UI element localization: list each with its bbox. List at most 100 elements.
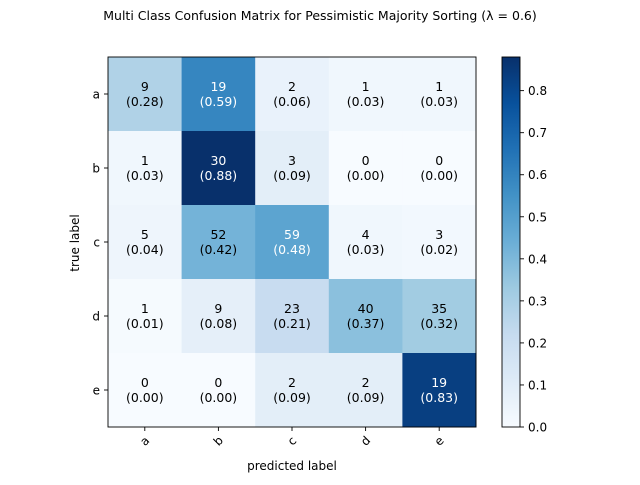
cell-count-label: 30	[210, 153, 226, 168]
heatmap-cells: 9(0.28)19(0.59)2(0.06)1(0.03)1(0.03)1(0.…	[108, 57, 477, 428]
heatmap-cell	[255, 205, 330, 280]
cell-normalized-label: (0.03)	[126, 168, 164, 183]
y-tick-label: e	[93, 384, 100, 398]
colorbar-tick-label: 0.1	[528, 378, 547, 392]
heatmap-cell	[108, 205, 183, 280]
cell-normalized-label: (0.04)	[126, 242, 164, 257]
y-tick-label: d	[92, 310, 100, 324]
cell-count-label: 2	[288, 79, 296, 94]
cell-normalized-label: (0.00)	[347, 168, 385, 183]
heatmap-cell	[108, 279, 183, 354]
cell-normalized-label: (0.01)	[126, 316, 164, 331]
heatmap-cell	[255, 131, 330, 206]
cell-count-label: 4	[362, 227, 370, 242]
y-axis-label: true label	[68, 214, 82, 271]
cell-normalized-label: (0.09)	[273, 390, 311, 405]
cell-count-label: 52	[210, 227, 226, 242]
chart-title: Multi Class Confusion Matrix for Pessimi…	[103, 8, 537, 23]
colorbar: 0.0 0.1 0.2 0.3 0.4 0.5 0.6 0.7 0.8	[501, 56, 547, 435]
x-axis-label: predicted label	[247, 459, 337, 473]
cell-count-label: 40	[358, 301, 374, 316]
heatmap-cell	[402, 279, 477, 354]
heatmap-cell	[328, 57, 403, 132]
x-tick-label: d	[358, 433, 373, 448]
cell-count-label: 2	[288, 375, 296, 390]
cell-count-label: 0	[141, 375, 149, 390]
cell-count-label: 19	[210, 79, 226, 94]
heatmap-cell	[108, 131, 183, 206]
cell-normalized-label: (0.06)	[273, 94, 311, 109]
colorbar-tick-label: 0.2	[528, 336, 547, 350]
cell-count-label: 2	[362, 375, 370, 390]
colorbar-tick-label: 0.8	[528, 84, 547, 98]
cell-normalized-label: (0.48)	[273, 242, 311, 257]
colorbar-tick-label: 0.5	[528, 210, 547, 224]
heatmap-cell	[181, 205, 256, 280]
y-tick-label: b	[92, 162, 100, 176]
cell-normalized-label: (0.03)	[347, 94, 385, 109]
cell-count-label: 1	[141, 301, 149, 316]
cell-count-label: 1	[141, 153, 149, 168]
heatmap-cell	[402, 205, 477, 280]
cell-normalized-label: (0.00)	[200, 390, 238, 405]
cell-normalized-label: (0.59)	[200, 94, 238, 109]
cell-normalized-label: (0.83)	[420, 390, 458, 405]
heatmap-cell	[402, 131, 477, 206]
heatmap-cell	[328, 279, 403, 354]
cell-normalized-label: (0.09)	[273, 168, 311, 183]
y-tick-label: c	[93, 236, 100, 250]
cell-count-label: 35	[431, 301, 447, 316]
cell-normalized-label: (0.88)	[200, 168, 238, 183]
cell-count-label: 0	[435, 153, 443, 168]
x-tick-label: c	[285, 434, 300, 449]
cell-normalized-label: (0.00)	[420, 168, 458, 183]
cell-normalized-label: (0.03)	[347, 242, 385, 257]
colorbar-tick-label: 0.6	[528, 168, 547, 182]
cell-count-label: 0	[362, 153, 370, 168]
cell-normalized-label: (0.28)	[126, 94, 164, 109]
cell-count-label: 1	[435, 79, 443, 94]
heatmap-cell	[255, 279, 330, 354]
heatmap-cell	[255, 57, 330, 132]
cell-count-label: 9	[141, 79, 149, 94]
cell-count-label: 23	[284, 301, 300, 316]
heatmap-cell	[108, 57, 183, 132]
cell-count-label: 3	[435, 227, 443, 242]
heatmap-cell	[181, 279, 256, 354]
colorbar-gradient	[501, 56, 521, 428]
cell-normalized-label: (0.37)	[347, 316, 385, 331]
cell-normalized-label: (0.00)	[126, 390, 164, 405]
heatmap-cell	[181, 57, 256, 132]
cell-normalized-label: (0.21)	[273, 316, 311, 331]
cell-count-label: 3	[288, 153, 296, 168]
x-tick-label: b	[211, 433, 226, 448]
heatmap-cell	[108, 353, 183, 428]
y-tick-label: a	[93, 88, 100, 102]
colorbar-tick-label: 0.7	[528, 126, 547, 140]
cell-count-label: 19	[431, 375, 447, 390]
cell-normalized-label: (0.42)	[200, 242, 238, 257]
colorbar-tick-label: 0.3	[528, 294, 547, 308]
x-tick-label: e	[432, 433, 447, 448]
heatmap-cell	[181, 131, 256, 206]
cell-count-label: 9	[214, 301, 222, 316]
heatmap-cell	[328, 353, 403, 428]
heatmap-cell	[328, 131, 403, 206]
heatmap-cell	[402, 57, 477, 132]
heatmap-cell	[328, 205, 403, 280]
cell-normalized-label: (0.03)	[420, 94, 458, 109]
colorbar-tick-label: 0.0	[528, 421, 547, 435]
heatmap-cell	[255, 353, 330, 428]
cell-normalized-label: (0.08)	[200, 316, 238, 331]
cell-count-label: 5	[141, 227, 149, 242]
heatmap-cell	[402, 353, 477, 428]
x-tick-label: a	[137, 433, 152, 448]
heatmap-cell	[181, 353, 256, 428]
cell-normalized-label: (0.09)	[347, 390, 385, 405]
colorbar-tick-label: 0.4	[528, 252, 547, 266]
cell-normalized-label: (0.32)	[420, 316, 458, 331]
cell-count-label: 0	[214, 375, 222, 390]
cell-count-label: 1	[362, 79, 370, 94]
